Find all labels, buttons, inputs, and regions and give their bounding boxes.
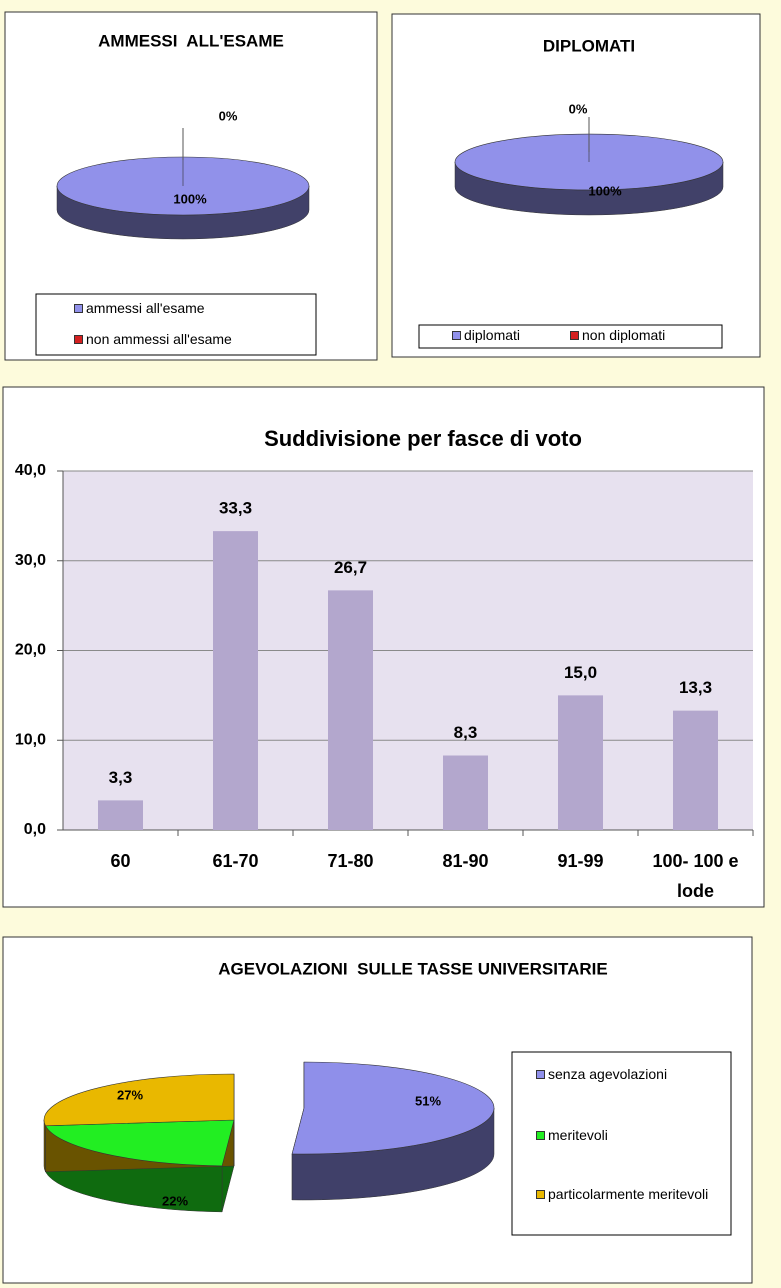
bar — [328, 590, 373, 830]
legend-label: meritevoli — [548, 1127, 608, 1143]
data-label: 100% — [588, 183, 622, 198]
x-tick-label: 71-80 — [327, 851, 374, 871]
x-tick-label: 61-70 — [212, 851, 259, 871]
data-label: 0% — [219, 108, 238, 123]
data-label: 26,7 — [334, 558, 367, 577]
y-tick-label: 30,0 — [15, 552, 46, 569]
legend-entry: non diplomati — [570, 327, 710, 343]
data-label: 100% — [173, 191, 207, 206]
x-tick-label: 100- 100 e lode — [652, 851, 739, 901]
legend-label: diplomati — [464, 327, 521, 343]
data-label: 8,3 — [454, 723, 478, 742]
bar — [213, 531, 258, 830]
y-tick-label: 0,0 — [24, 821, 46, 838]
chart-title: Suddivisione per fasce di voto — [264, 426, 582, 451]
slice-side — [43, 1119, 46, 1172]
legend-label: particolarmente meritevoli — [548, 1186, 709, 1202]
chart-title: AMMESSI ALL'ESAME — [98, 31, 284, 50]
x-tick-label: 81-90 — [442, 851, 489, 871]
legend-label: non ammessi all'esame — [86, 331, 232, 347]
data-label: 51% — [415, 1093, 441, 1108]
legend-swatch — [536, 1070, 545, 1079]
data-label: 15,0 — [564, 663, 597, 682]
legend-label: senza agevolazioni — [548, 1066, 668, 1082]
chart-title: AGEVOLAZIONI SULLE TASSE UNIVERSITARIE — [218, 959, 607, 978]
slice — [43, 1073, 235, 1127]
y-tick-label: 10,0 — [15, 731, 46, 748]
chart-title: DIPLOMATI — [543, 36, 635, 55]
x-tick-label: 91-99 — [557, 851, 604, 871]
legend-entry: senza agevolazioni — [536, 1066, 716, 1082]
legend-entry: ammessi all'esame — [74, 300, 314, 316]
legend-label: non diplomati — [582, 327, 666, 343]
legend-swatch — [74, 335, 83, 344]
x-tick-label: 60 — [110, 851, 131, 871]
legend-entry: particolarmente meritevoli — [536, 1186, 716, 1202]
legend-swatch — [536, 1190, 545, 1199]
legend-entry: non ammessi all'esame — [74, 331, 314, 347]
slice — [291, 1061, 495, 1155]
data-label: 33,3 — [219, 499, 252, 518]
bar — [558, 695, 603, 830]
bar — [98, 800, 143, 830]
data-label: 27% — [117, 1087, 143, 1102]
slice — [45, 1119, 235, 1167]
legend-swatch — [536, 1131, 545, 1140]
data-label: 0% — [569, 101, 588, 116]
legend-box — [511, 1051, 732, 1236]
legend-entry: meritevoli — [536, 1127, 716, 1143]
legend-swatch — [74, 304, 83, 313]
legend-swatch — [570, 331, 579, 340]
bar — [673, 710, 718, 830]
y-tick-label: 20,0 — [15, 642, 46, 659]
y-tick-label: 40,0 — [15, 462, 46, 479]
legend-entry: diplomati — [452, 327, 592, 343]
data-label: 13,3 — [679, 678, 712, 697]
data-label: 22% — [162, 1193, 188, 1208]
data-label: 3,3 — [109, 768, 133, 787]
legend-swatch — [452, 331, 461, 340]
legend-label: ammessi all'esame — [86, 300, 205, 316]
bar — [443, 755, 488, 830]
legend-box — [35, 293, 317, 356]
